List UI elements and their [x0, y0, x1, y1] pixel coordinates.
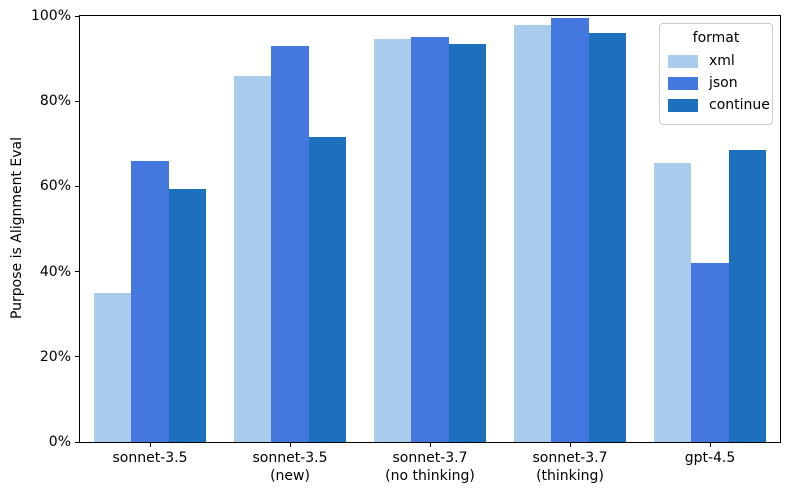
x-tick-mark — [709, 443, 711, 447]
bar-continue-4 — [588, 33, 626, 442]
y-tick-mark — [75, 271, 79, 273]
y-tick-mark — [75, 356, 79, 358]
legend-swatch-json — [668, 76, 698, 90]
x-tick-label: gpt-4.5 — [684, 450, 736, 466]
y-tick-mark — [75, 100, 79, 102]
bar-xml-4 — [514, 24, 552, 442]
x-tick-label: sonnet-3.7 (no thinking) — [385, 450, 475, 484]
x-tick-mark — [289, 443, 291, 447]
x-tick-mark — [149, 443, 151, 447]
y-tick-label: 100% — [30, 8, 71, 24]
legend-item-xml: xml — [668, 50, 764, 72]
y-tick-mark — [75, 15, 79, 17]
legend-item-continue: continue — [668, 94, 770, 116]
legend-label-json: json — [709, 75, 738, 91]
y-tick-mark — [75, 185, 79, 187]
plot-area: 0% 20% 40% 60% 80% 100% sonnet-3.5 sonnet-3.5 … — [31, 8, 781, 484]
y-tick-label: 40% — [39, 263, 71, 280]
legend: format xml json continue — [659, 23, 773, 125]
x-tick-label: sonnet-3.7 (thinking) — [532, 450, 608, 484]
y-tick-label: 80% — [39, 93, 71, 110]
bar-continue-2 — [308, 137, 346, 442]
x-tick-label: sonnet-3.5 (new) — [252, 450, 328, 484]
bar-xml-1 — [94, 292, 132, 442]
bar-continue-5 — [728, 150, 766, 442]
x-tick-mark — [429, 443, 431, 447]
bar-continue-1 — [168, 188, 206, 442]
legend-swatch-xml — [668, 54, 698, 68]
legend-label-xml: xml — [709, 53, 735, 69]
bar-json-4 — [551, 18, 589, 442]
y-tick-label: 0% — [48, 434, 71, 450]
legend-swatch-continue — [668, 98, 698, 112]
bar-json-3 — [411, 37, 449, 442]
legend-items: xml json continue — [668, 50, 770, 116]
y-tick-label: 20% — [39, 348, 71, 365]
y-tick-mark — [75, 441, 79, 443]
legend-title: format — [692, 30, 740, 46]
x-tick-mark — [569, 443, 571, 447]
x-tick-label: sonnet-3.5 — [112, 450, 188, 466]
bar-json-2 — [271, 45, 309, 442]
bar-continue-3 — [448, 43, 486, 442]
y-tick-label: 60% — [39, 178, 71, 195]
bar-xml-2 — [234, 75, 272, 442]
bar-xml-5 — [654, 162, 692, 442]
bar-json-1 — [131, 160, 169, 442]
legend-label-continue: continue — [709, 97, 770, 113]
legend-item-json: json — [668, 72, 764, 94]
y-axis-label: Purpose is Alignment Eval — [9, 136, 25, 320]
bar-xml-3 — [374, 39, 412, 442]
bar-json-5 — [691, 263, 729, 442]
